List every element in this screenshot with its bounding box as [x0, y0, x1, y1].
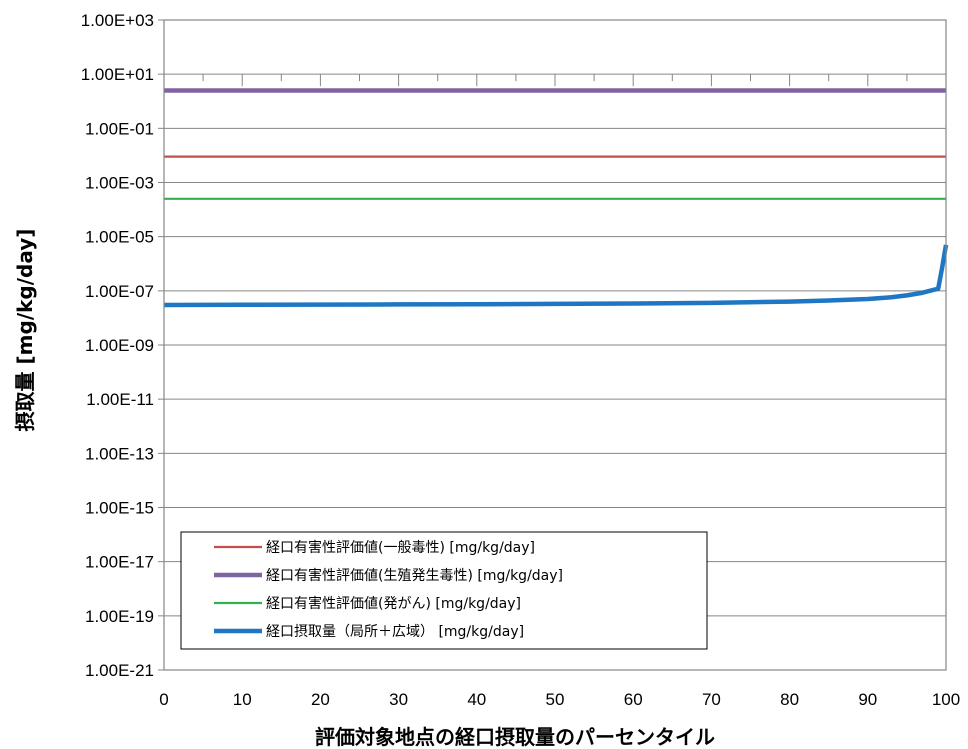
y-tick-label: 1.00E-09: [85, 336, 154, 355]
y-tick-label: 1.00E-05: [85, 228, 154, 247]
x-tick-label: 60: [624, 690, 643, 709]
series-lines: [163, 88, 949, 308]
y-tick-label: 1.00E-15: [85, 499, 154, 518]
y-tick-label: 1.00E-07: [85, 282, 154, 301]
series-line: [163, 244, 949, 308]
y-axis-tick-labels: 1.00E+03 1.00E+01 1.00E-01 1.00E-03 1.00E-05…: [81, 11, 154, 680]
x-tick-label: 90: [858, 690, 877, 709]
x-tick-label: 30: [389, 690, 408, 709]
x-tick-label: 50: [546, 690, 565, 709]
x-tick-label: 70: [702, 690, 721, 709]
y-tick-label: 1.00E-21: [85, 661, 154, 680]
legend-entry: 経口摂取量（局所＋広域） [mg/kg/day]: [266, 624, 524, 640]
x-tick-label: 100: [932, 690, 960, 709]
x-tick-label: 10: [233, 690, 252, 709]
legend-box: [180, 531, 708, 650]
y-tick-label: 1.00E-17: [85, 553, 154, 572]
x-axis-tick-labels: 0 10 20 30 40 50 60 70 80 90 100: [159, 690, 960, 709]
x-axis-title: 評価対象地点の経口摂取量のパーセンタイル: [315, 725, 715, 749]
y-tick-label: 1.00E-03: [85, 174, 154, 193]
legend-entry: 経口有害性評価値(生殖発生毒性) [mg/kg/day]: [266, 567, 563, 584]
legend-entry: 経口有害性評価値(一般毒性) [mg/kg/day]: [266, 540, 535, 556]
x-tick-label: 20: [311, 690, 330, 709]
legend-entry: 経口有害性評価値(発がん) [mg/kg/day]: [266, 596, 521, 612]
y-tick-label: 1.00E-11: [86, 390, 154, 409]
x-tick-label: 40: [467, 690, 486, 709]
y-tick-label: 1.00E+01: [81, 65, 154, 84]
y-tick-label: 1.00E-01: [85, 119, 154, 138]
plot-area-border: [163, 19, 947, 671]
minor-ticks: [163, 74, 947, 87]
x-tick-label: 80: [780, 690, 799, 709]
y-tick-label: 1.00E+03: [81, 11, 154, 30]
y-tick-label: 1.00E-19: [85, 607, 154, 626]
x-tick-label: 0: [159, 690, 168, 709]
y-axis-title: 摂取量 [mg/kg/day]: [13, 229, 37, 432]
y-tick-label: 1.00E-13: [85, 444, 154, 463]
legend: 経口有害性評価値(一般毒性) [mg/kg/day] 経口有害性評価値(生殖発生毒…: [180, 531, 708, 650]
